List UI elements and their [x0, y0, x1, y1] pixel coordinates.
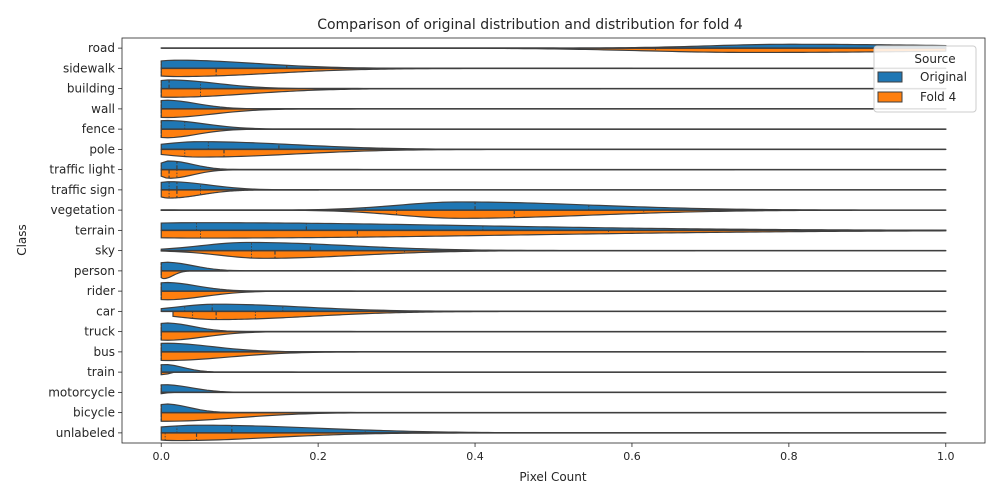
- y-tick-label: terrain: [75, 223, 115, 237]
- violin-fold-person: [160, 270, 229, 280]
- y-tick-label: vegetation: [50, 203, 115, 217]
- violin-fold-sky: [160, 250, 696, 259]
- violin-fold-unlabeled: [160, 432, 790, 442]
- violin-original-train: [160, 363, 947, 373]
- y-tick-label: sky: [95, 244, 115, 258]
- x-tick-label: 1.0: [937, 450, 955, 463]
- legend: Source Original Fold 4: [873, 45, 977, 113]
- violin-fold-rider: [160, 290, 947, 301]
- plot-area: 0.0 0.2 0.4 0.6 0.8 1.0 road sidewalk building wa…: [48, 37, 986, 463]
- violin-original-vegetation: [160, 201, 947, 211]
- violin-fold-truck: [160, 331, 947, 341]
- violin-fold-traffic-sign: [160, 189, 319, 199]
- y-tick-label: traffic light: [49, 163, 115, 177]
- legend-label: Original: [920, 70, 967, 84]
- y-tick-label: truck: [84, 325, 115, 339]
- violin-fold-sidewalk: [160, 67, 633, 78]
- x-axis-label: Pixel Count: [519, 470, 587, 484]
- y-tick-label: sidewalk: [63, 61, 115, 75]
- y-tick-label: bicycle: [73, 406, 115, 420]
- violin-original-building: [160, 79, 947, 90]
- y-tick-label: motorcycle: [48, 385, 115, 399]
- y-tick-label: pole: [89, 142, 115, 156]
- x-tick-label: 0.0: [152, 450, 170, 463]
- x-tick-label: 0.2: [309, 450, 327, 463]
- violin-fold-bicycle: [160, 412, 947, 422]
- y-tick-label: car: [96, 304, 115, 318]
- violin-fold-vegetation: [160, 209, 853, 219]
- y-tick-label: train: [87, 365, 115, 379]
- violin-original-rider: [160, 281, 947, 292]
- chart-title: Comparison of original distribution and …: [317, 17, 743, 33]
- plot-frame: [121, 37, 986, 444]
- violin-original-bus: [160, 342, 947, 353]
- violin-original-truck: [160, 322, 947, 333]
- legend-swatch: [877, 71, 903, 83]
- y-tick-label: rider: [87, 284, 115, 298]
- violin-original-wall: [160, 99, 947, 110]
- violin-original-sky: [160, 241, 947, 252]
- y-axis-label: Class: [15, 224, 29, 256]
- violin-fold-bus: [160, 351, 865, 362]
- y-tick-label: building: [67, 82, 115, 96]
- x-tick-label: 0.4: [466, 450, 484, 463]
- violin-original-sidewalk: [160, 59, 947, 69]
- violin-original-terrain: [160, 222, 947, 231]
- violin-fold-terrain: [160, 229, 947, 239]
- y-tick-label: fence: [82, 122, 115, 136]
- violin-original-motorcycle: [160, 384, 947, 393]
- y-tick-label: traffic sign: [51, 183, 115, 197]
- violin-original-person: [160, 261, 947, 272]
- y-tick-label: wall: [91, 102, 115, 116]
- violin-fold-building: [160, 88, 602, 98]
- legend-title: Source: [914, 52, 955, 66]
- y-tick-label: unlabeled: [56, 426, 115, 440]
- x-tick-label: 0.6: [623, 450, 641, 463]
- violin-original-traffic-light: [160, 160, 947, 171]
- x-tick-label: 0.8: [780, 450, 798, 463]
- violin-fold-wall: [160, 108, 947, 119]
- violin-fold-pole: [160, 148, 900, 158]
- violin-original-unlabeled: [160, 424, 947, 434]
- y-tick-label: person: [74, 264, 115, 278]
- violin-fold-car: [172, 310, 531, 321]
- violin-fold-fence: [160, 128, 947, 139]
- violin-original-fence: [160, 119, 947, 130]
- y-tick-label: road: [88, 41, 115, 55]
- violin-fold-traffic-light: [160, 169, 735, 179]
- legend-label: Fold 4: [920, 90, 956, 104]
- legend-swatch: [877, 91, 903, 103]
- violin-original-bicycle: [160, 403, 947, 414]
- violin-original-car: [160, 303, 947, 312]
- violin-original-traffic-sign: [160, 181, 947, 191]
- y-tick-label: bus: [94, 345, 115, 359]
